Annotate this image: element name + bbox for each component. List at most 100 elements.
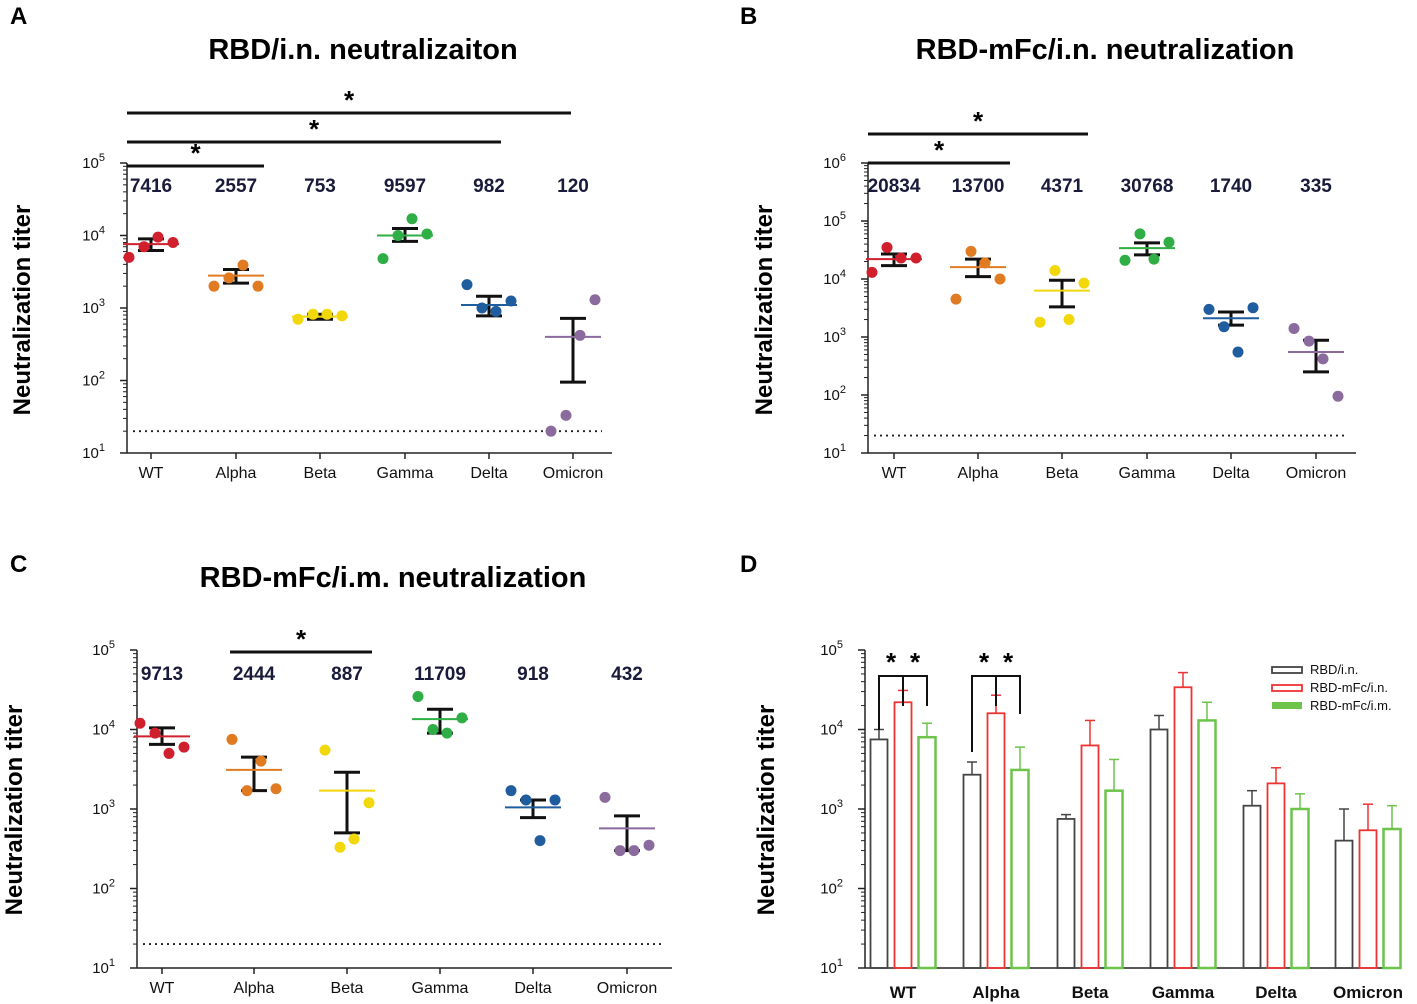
panel-c-data-point — [348, 833, 360, 845]
panel-d-significance-star: * — [1003, 647, 1014, 677]
panel-a-data-point — [152, 231, 164, 243]
panel-a-gmt-label: 120 — [557, 176, 589, 197]
panel-d-bar — [893, 701, 913, 969]
panel-b-data-point — [1063, 314, 1075, 326]
panel-a-tick-label: 104 — [82, 225, 105, 245]
panel-a-gmt-label: 9597 — [384, 176, 426, 197]
panel-b-ylabel: Neutralization titer — [751, 205, 778, 416]
panel-b-data-point — [1034, 316, 1046, 328]
panel-b-tick-label: 102 — [823, 384, 846, 404]
panel-d-category-label: Gamma — [1152, 983, 1215, 1002]
panel-c-tick-label: 101 — [92, 957, 115, 977]
panel-c-data-point — [334, 841, 346, 853]
panel-b-category-label: WT — [882, 465, 907, 482]
panel-d-plot: 101 102 103 104 105 WT Alpha Beta Gamma Delta Omic… — [820, 639, 1403, 1002]
panel-a-letter: A — [10, 3, 27, 30]
panel-b-letter: B — [740, 3, 757, 30]
panel-c-category-label: Delta — [514, 980, 551, 997]
panel-c-title: RBD-mFc/i.m. neutralization — [200, 562, 587, 594]
panel-b-data-point — [866, 266, 878, 278]
panel-d-bar — [1382, 827, 1402, 970]
panel-b-data-point — [1247, 302, 1259, 314]
panel-a-category-label: WT — [139, 465, 164, 482]
panel-d-significance-bracket — [995, 675, 1021, 714]
panel-d-tick-label: 102 — [820, 878, 843, 898]
panel-c-data-point — [270, 783, 282, 795]
panel-b-data-point — [979, 257, 991, 269]
panel-c-data-point — [628, 845, 640, 857]
panel-b-data-point — [1218, 321, 1230, 333]
panel-d-category-label: Beta — [1072, 983, 1109, 1002]
panel-c-gmt-label: 2444 — [233, 664, 276, 685]
panel-d-bar — [1080, 744, 1100, 969]
panel-b-data-point — [1332, 390, 1344, 402]
panel-a-data-point — [574, 329, 586, 341]
panel-c-category-label: Omicron — [597, 980, 657, 997]
panel-b-significance-star: * — [934, 135, 945, 165]
panel-a-data-point — [321, 308, 333, 320]
panel-d-bar — [869, 738, 889, 969]
panel-c-letter: C — [10, 551, 27, 578]
panel-a-data-point — [377, 253, 389, 265]
panel-c-plot: 101 102 103 104 105 * WT 9713 Alpha 2444 Beta 887 Ga… — [92, 624, 672, 997]
panel-d-category-label: Delta — [1255, 983, 1297, 1002]
panel-a-gmt-label: 753 — [304, 176, 336, 197]
panel-c-data-point — [549, 794, 561, 806]
panel-a-significance-star: * — [190, 138, 201, 168]
panel-b-tick-label: 104 — [823, 268, 846, 288]
panel-d-category-label: Alpha — [972, 983, 1020, 1002]
panel-d-bar — [1056, 818, 1076, 969]
panel-d-tick-label: 104 — [820, 719, 843, 739]
panel-c-category-label: Gamma — [412, 980, 469, 997]
panel-c-tick-label: 103 — [92, 798, 115, 818]
panel-b-gmt-label: 20834 — [868, 176, 921, 197]
panel-a-data-point — [208, 280, 220, 292]
panel-d-legend-swatch — [1271, 666, 1303, 674]
panel-b-data-point — [1203, 303, 1215, 315]
panel-c-gmt-label: 887 — [331, 664, 363, 685]
panel-a-data-point — [336, 310, 348, 322]
panel-a-data-point — [545, 425, 557, 437]
panel-b: B RBD-mFc/i.n. neutralization Neutraliza… — [740, 3, 1356, 482]
panel-b-data-point — [1303, 335, 1315, 347]
panel-d-significance-bracket — [902, 675, 928, 706]
panel-d-tick-label: 101 — [820, 957, 843, 977]
panel-a-title: RBD/i.n. neutralizaiton — [208, 34, 517, 66]
panel-d-legend-label: RBD-mFc/i.n. — [1310, 680, 1388, 695]
panel-b-data-point — [1078, 277, 1090, 289]
panel-c-data-point — [319, 744, 331, 756]
panel-d-legend-label: RBD-mFc/i.m. — [1310, 698, 1392, 713]
panel-d-legend-label: RBD/i.n. — [1310, 662, 1358, 677]
panel-a-tick-label: 103 — [82, 297, 105, 317]
panel-c-data-point — [427, 724, 439, 735]
panel-a-ylabel: Neutralization titer — [9, 205, 36, 416]
panel-d-bar — [1197, 719, 1217, 970]
panel-d-bar — [1149, 728, 1169, 969]
panel-d-bar — [1290, 807, 1310, 970]
panel-b-gmt-label: 1740 — [1210, 176, 1252, 197]
panel-c-gmt-label: 9713 — [141, 664, 183, 685]
panel-c-data-point — [149, 727, 161, 739]
panel-a-data-point — [505, 295, 517, 307]
panel-b-gmt-label: 4371 — [1041, 176, 1084, 197]
panel-b-data-point — [895, 252, 907, 264]
panel-c-gmt-label: 432 — [611, 664, 643, 685]
panel-c-data-point — [178, 741, 190, 753]
panel-c-category-label: Beta — [331, 980, 364, 997]
panel-b-data-point — [1119, 254, 1131, 266]
panel-b-data-point — [1288, 323, 1300, 335]
panel-b-category-label: Beta — [1046, 465, 1079, 482]
panel-a-gmt-label: 2557 — [215, 176, 257, 197]
panel-b-category-label: Alpha — [958, 465, 999, 482]
panel-a-plot: 101 102 103 104 105 * * * WT 7416 Alpha 2557 Beta 753… — [82, 85, 612, 482]
panel-b-tick-label: 103 — [823, 326, 846, 346]
panel-a-category-label: Omicron — [543, 465, 603, 482]
panel-c-data-point — [255, 755, 267, 767]
panel-c-ylabel: Neutralization titer — [1, 705, 28, 916]
panel-a-data-point — [307, 308, 319, 320]
panel-d-legend-swatch — [1271, 684, 1303, 692]
panel-b-data-point — [1134, 228, 1146, 240]
panel-d-bar — [1358, 829, 1378, 969]
panel-a-data-point — [123, 251, 135, 263]
